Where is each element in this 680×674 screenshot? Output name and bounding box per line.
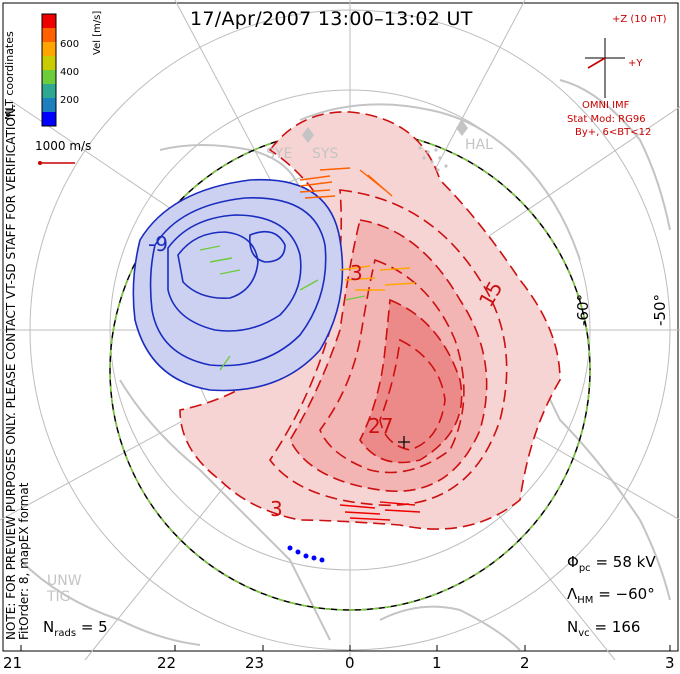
colorbar-swatch bbox=[42, 112, 56, 126]
colorbar-swatch bbox=[42, 98, 56, 112]
negative-cell bbox=[132, 178, 344, 392]
stat-lambda-value: = −60° bbox=[598, 585, 655, 603]
colorbar-swatch bbox=[42, 84, 56, 98]
radar-label-hal: HAL bbox=[465, 137, 493, 153]
stat-nvc-label: N bbox=[567, 618, 579, 636]
radar-label-unw: UNW bbox=[47, 573, 82, 589]
imf-source: OMNI IMF bbox=[582, 100, 630, 111]
colorbar-title: Vel [m/s] bbox=[92, 10, 103, 55]
mlt-tick-23: 23 bbox=[245, 654, 265, 672]
preview-note: NOTE: FOR PREVIEW PURPOSES ONLY. PLEASE … bbox=[4, 104, 18, 640]
stat-phi-label: Φ bbox=[567, 553, 579, 571]
colorbar-swatch bbox=[42, 14, 56, 28]
stat-n-rads-sub: rads bbox=[54, 628, 77, 639]
colorbar-swatch bbox=[42, 28, 56, 42]
radar-label-tig: TIG bbox=[47, 589, 71, 605]
radar-label-sye: SYE bbox=[266, 146, 293, 162]
imf-clock-dial bbox=[585, 38, 625, 98]
mlt-tick-0: 0 bbox=[345, 654, 355, 672]
vectors-bottom-cluster bbox=[339, 501, 421, 521]
positive-cell bbox=[179, 111, 561, 530]
colorbar bbox=[41, 13, 57, 127]
colorbar-tick-400: 400 bbox=[60, 67, 80, 78]
velocity-vectors bbox=[199, 167, 421, 563]
negative-fill bbox=[133, 179, 343, 391]
plot-frame bbox=[2, 2, 679, 652]
colorbar-tick-200: 200 bbox=[60, 95, 80, 106]
reference-vector-dot bbox=[38, 161, 42, 165]
imf-vector bbox=[587, 57, 606, 69]
imf-axis-y: +Y bbox=[628, 58, 643, 69]
stat-nvc-sub: vc bbox=[578, 628, 590, 639]
radar-label-sys: SYS bbox=[312, 146, 339, 162]
colorbar-swatch bbox=[42, 56, 56, 70]
stat-n-rads-label: N bbox=[43, 618, 55, 636]
vectors-blue-cluster bbox=[287, 545, 325, 563]
latitude-label-60: -60° bbox=[574, 294, 592, 326]
stat-phi-value: = 58 kV bbox=[595, 553, 656, 571]
colorbar-swatch bbox=[42, 70, 56, 84]
fit-order-note: FitOrder: 8, mapEX format bbox=[17, 482, 31, 640]
positive-fill-inner bbox=[360, 300, 462, 463]
imf-scale-label: +Z (10 nT) bbox=[612, 14, 667, 25]
stat-phi-sub: pc bbox=[578, 563, 591, 574]
imf-condition: By+, 6<BT<12 bbox=[575, 127, 652, 138]
mlt-tick-22: 22 bbox=[157, 654, 177, 672]
potential-max-marker bbox=[398, 436, 410, 448]
vectors-green-cluster bbox=[199, 245, 366, 371]
stat-lambda-label: Λ bbox=[567, 585, 578, 603]
stat-phi-pc: Φpc = 58 kV bbox=[567, 553, 656, 574]
contour-label-3-top: 3 bbox=[350, 261, 363, 285]
radar-site-markers bbox=[302, 120, 468, 143]
stat-nvc-value: = 166 bbox=[594, 618, 641, 636]
reference-vector-label: 1000 m/s bbox=[35, 139, 92, 153]
imf-model: Stat Mod: RG96 bbox=[567, 114, 646, 125]
latitude-label-50: -50° bbox=[651, 294, 669, 326]
stat-n-rads: Nrads = 5 bbox=[43, 618, 108, 639]
stat-lambda-sub: HM bbox=[577, 595, 594, 606]
mlt-tick-1: 1 bbox=[432, 654, 442, 672]
stat-n-rads-value: = 5 bbox=[80, 618, 108, 636]
hal-radar-site bbox=[418, 146, 448, 172]
vectors-mid-cluster bbox=[339, 265, 416, 291]
stat-n-vc: Nvc = 166 bbox=[567, 618, 640, 639]
vectors-top-cluster bbox=[299, 167, 393, 199]
colorbar-tick-600: 600 bbox=[60, 39, 80, 50]
mlt-tick-marks bbox=[20, 645, 671, 651]
mlt-tick-2: 2 bbox=[520, 654, 530, 672]
contour-label-3-bottom: 3 bbox=[270, 497, 283, 521]
contour-label-27: 27 bbox=[368, 414, 394, 438]
map-title: 17/Apr/2007 13:00–13:02 UT bbox=[190, 8, 473, 30]
mlt-tick-21: 21 bbox=[3, 654, 23, 672]
mlt-tick-3: 3 bbox=[665, 654, 675, 672]
contour-label-neg9: -9 bbox=[148, 232, 168, 256]
colorbar-swatch bbox=[42, 42, 56, 56]
colorbar-frame bbox=[41, 13, 57, 127]
stat-lambda-hm: ΛHM = −60° bbox=[567, 585, 655, 606]
